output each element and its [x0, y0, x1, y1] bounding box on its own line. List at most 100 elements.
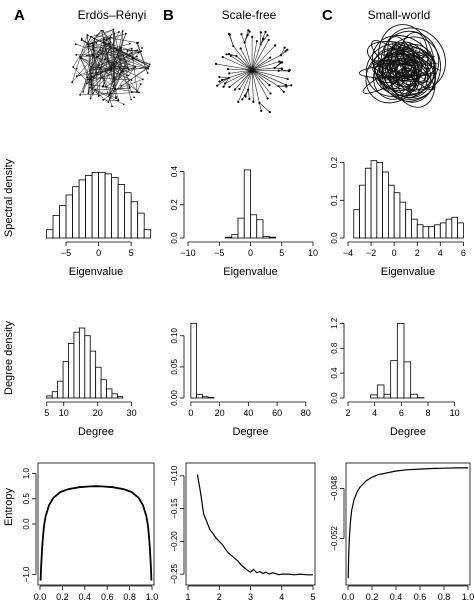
network-node [113, 65, 116, 68]
x-tick-label: 20 [215, 408, 225, 418]
network-node [126, 50, 129, 52]
panel-letter-c: C [322, 7, 333, 24]
x-tick-label: 0.0 [342, 592, 355, 602]
network-node [105, 85, 107, 88]
network-node [288, 68, 291, 72]
network-node [97, 55, 100, 58]
histogram-bar [117, 184, 126, 239]
network-node [146, 72, 149, 74]
network-node [218, 80, 221, 83]
network-node [277, 85, 280, 88]
network-node [97, 95, 100, 97]
y-tick-label: 0.5 [22, 493, 31, 505]
y-tick-label: −1.0 [22, 566, 31, 582]
y-tick-label: −0.15 [170, 498, 179, 519]
histogram-bar [72, 186, 80, 239]
network-node [266, 97, 269, 100]
histogram-bar [52, 214, 60, 239]
network-node [109, 92, 112, 95]
x-tick-label: 5 [129, 248, 134, 258]
chart-b-degree-density: 0 20 40 60 80 0.00 0.05 0.10 Degree [170, 322, 311, 438]
network-node [101, 47, 104, 50]
network-node [126, 66, 129, 69]
network-node [75, 67, 78, 70]
network-node [71, 81, 74, 84]
x-tick-label: 6 [399, 408, 404, 418]
plot-frame [37, 462, 155, 586]
network-node [123, 58, 126, 61]
x-axis-label: Eigenvalue [69, 266, 123, 278]
network-node [243, 41, 246, 44]
x-tick-label: 0.0 [34, 592, 47, 602]
network-node [96, 73, 99, 76]
network-node [255, 40, 258, 43]
network-node [226, 67, 230, 71]
network-node [228, 72, 231, 75]
histogram-bar [46, 229, 54, 239]
network-node [268, 110, 271, 114]
network-node [269, 56, 272, 59]
network-node [221, 78, 224, 82]
network-node [281, 67, 284, 70]
network-node [89, 69, 91, 71]
histogram-bar [393, 192, 401, 239]
network-node [72, 66, 75, 68]
network-node [227, 76, 230, 79]
x-tick-label: 1 [185, 592, 190, 602]
network-loop [372, 35, 435, 95]
network-node [248, 97, 251, 100]
histogram-bar [59, 205, 67, 239]
plot-frame [185, 462, 316, 586]
histogram-bar [376, 162, 384, 239]
x-tick-label: 10 [308, 248, 318, 258]
chart-a-spectral-density: −5 0 5 Eigenvalue [46, 171, 152, 278]
x-axis-label: Degree [78, 426, 114, 438]
x-tick-label: 0 [392, 248, 397, 258]
network-node [75, 53, 78, 56]
network-node [260, 109, 263, 112]
network-node [290, 84, 293, 87]
x-tick-label: 60 [272, 408, 282, 418]
network-node [115, 97, 117, 99]
network-node [279, 61, 282, 64]
network-node [284, 50, 287, 53]
x-tick-label: 0 [248, 248, 253, 258]
network-node [92, 66, 95, 69]
histogram-bar [62, 361, 69, 399]
network-node [86, 34, 89, 36]
network-node [244, 95, 247, 98]
network-node [239, 47, 242, 50]
histogram-bar [65, 194, 73, 239]
network-node [89, 97, 92, 100]
network-node [87, 45, 89, 48]
network-hub-node [249, 67, 255, 73]
network-node [273, 66, 276, 69]
network-loop [362, 56, 429, 94]
y-tick-label: 0.2 [330, 156, 339, 168]
x-tick-label: 6 [461, 248, 466, 258]
network-node [103, 38, 105, 40]
y-tick-label: 0.4 [330, 367, 339, 379]
y-tick-label: 0.1 [330, 194, 339, 206]
histogram-bar [46, 395, 53, 399]
histogram-bar [250, 214, 258, 239]
network-loop [383, 27, 446, 91]
y-tick-label: −0.052 [330, 525, 339, 550]
histogram-bar [422, 226, 430, 239]
panel-letter-a: A [14, 7, 25, 24]
network-node [90, 75, 93, 78]
network-node [86, 76, 89, 79]
network-node [228, 85, 231, 89]
network-node [88, 79, 91, 81]
network-node [122, 103, 125, 106]
column-title-small-world: Small-world [368, 8, 431, 22]
network-node [222, 85, 225, 88]
network-node [79, 94, 82, 96]
histogram-bar [262, 235, 270, 239]
network-node [240, 33, 243, 36]
network-node [90, 84, 93, 87]
network-node [128, 42, 131, 45]
network-node [218, 75, 221, 79]
histogram-bar [445, 218, 453, 239]
